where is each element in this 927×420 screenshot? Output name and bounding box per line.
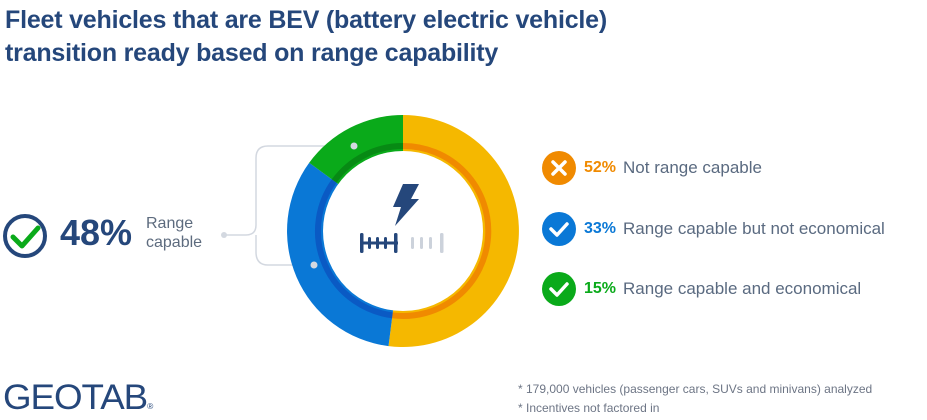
legend-label: Range capable and economical [623,279,862,298]
label-line-1: Range [146,215,194,232]
title-line-1: Fleet vehicles that are BEV (battery ele… [5,6,607,34]
range-capable-label: Range capable [146,214,202,252]
donut-segments [287,115,519,347]
legend-item: 15% Range capable and economical [576,272,861,306]
title-line-2: transition ready based on range capabili… [5,39,499,67]
footnote-1: * 179,000 vehicles (passenger cars, SUVs… [518,382,873,396]
legend-item: 52% Not range capable [576,151,762,185]
bracket-connector [224,145,354,266]
segment-not-range-capable[interactable] [388,115,519,347]
range-capable-percent: 48% [60,212,133,253]
check-circle-icon [3,214,47,258]
legend-percent: 33% [584,220,617,237]
label-line-2: capable [146,234,203,251]
range-gauge-icon [360,233,444,253]
geotab-logo: GEOTAB® [3,378,153,417]
legend-item: 33% Range capable but not economical [576,212,885,246]
legend-label: Not range capable [623,158,762,177]
segment-capable-economical[interactable] [309,115,403,186]
legend-percent: 52% [584,159,617,176]
logo-text: GEOTAB [3,378,148,417]
footnote-2: * Incentives not factored in [518,401,660,415]
lightning-bolt-icon [393,184,419,226]
x-circle-icon [542,151,576,185]
chart-title: Fleet vehicles that are BEV (battery ele… [5,4,607,70]
check-circle-icon [542,272,576,306]
legend-percent: 15% [584,280,617,297]
legend-label: Range capable but not economical [623,219,885,238]
check-circle-icon [542,212,576,246]
